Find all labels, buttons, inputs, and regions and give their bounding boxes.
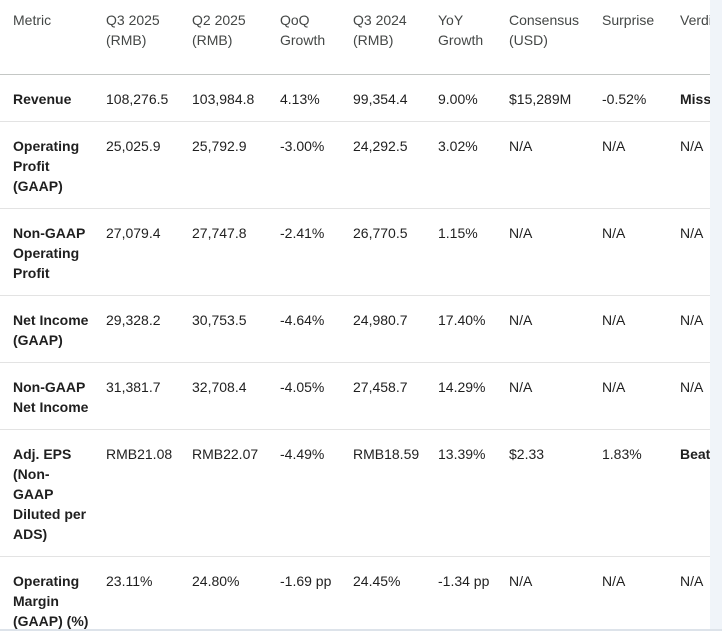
yoy-growth-cell: 9.00% xyxy=(438,91,478,107)
qoq-growth-cell: -2.41% xyxy=(280,225,325,241)
verdict-cell: N/A xyxy=(680,379,704,395)
q3-2025-cell: 31,381.7 xyxy=(106,379,161,395)
q3-2025-cell: 29,328.2 xyxy=(106,312,161,328)
qoq-growth-cell: -4.49% xyxy=(280,446,325,462)
column-header-q3-2025: Q3 2025 (RMB) xyxy=(106,12,160,48)
q2-2025-cell: 24.80% xyxy=(192,573,240,589)
q3-2025-cell: RMB21.08 xyxy=(106,446,173,462)
metric-cell: Non-GAAP Operating Profit xyxy=(13,225,86,281)
consensus-cell: N/A xyxy=(509,138,533,154)
q3-2024-cell: 99,354.4 xyxy=(353,91,408,107)
verdict-cell: N/A xyxy=(680,225,704,241)
table-bottom-edge xyxy=(0,629,722,631)
qoq-growth-cell: -1.69 pp xyxy=(280,573,332,589)
verdict-cell: N/A xyxy=(680,138,704,154)
column-header-yoy-growth: YoY Growth xyxy=(438,12,484,48)
q3-2024-cell: 26,770.5 xyxy=(353,225,408,241)
yoy-growth-cell: 3.02% xyxy=(438,138,478,154)
q3-2024-cell: 24,980.7 xyxy=(353,312,408,328)
horizontal-scroll-edge xyxy=(710,0,722,631)
q3-2024-cell: RMB18.59 xyxy=(353,446,420,462)
q2-2025-cell: 103,984.8 xyxy=(192,91,255,107)
column-header-consensus: Consensus (USD) xyxy=(509,12,580,48)
table-row: Adj. EPS (Non-GAAP Diluted per ADS) RMB2… xyxy=(0,430,722,557)
yoy-growth-cell: 14.29% xyxy=(438,379,486,395)
q2-2025-cell: RMB22.07 xyxy=(192,446,259,462)
column-header-metric: Metric xyxy=(13,12,52,28)
verdict-cell: Beat xyxy=(680,446,711,462)
table-row: Non-GAAP Operating Profit 27,079.4 27,74… xyxy=(0,209,722,296)
table-row: Revenue 108,276.5 103,984.8 4.13% 99,354… xyxy=(0,75,722,122)
q3-2025-cell: 25,025.9 xyxy=(106,138,161,154)
q3-2024-cell: 27,458.7 xyxy=(353,379,408,395)
q3-2025-cell: 23.11% xyxy=(106,573,153,589)
consensus-cell: N/A xyxy=(509,225,533,241)
q3-2025-cell: 108,276.5 xyxy=(106,91,169,107)
qoq-growth-cell: -4.05% xyxy=(280,379,325,395)
surprise-cell: 1.83% xyxy=(602,446,642,462)
consensus-cell: N/A xyxy=(509,312,533,328)
q2-2025-cell: 25,792.9 xyxy=(192,138,247,154)
verdict-cell: N/A xyxy=(680,573,704,589)
qoq-growth-cell: -4.64% xyxy=(280,312,325,328)
surprise-cell: N/A xyxy=(602,573,626,589)
metric-cell: Adj. EPS (Non-GAAP Diluted per ADS) xyxy=(13,446,87,542)
q2-2025-cell: 27,747.8 xyxy=(192,225,247,241)
q3-2025-cell: 27,079.4 xyxy=(106,225,161,241)
column-header-q3-2024: Q3 2024 (RMB) xyxy=(353,12,407,48)
verdict-cell: Miss xyxy=(680,91,712,107)
qoq-growth-cell: -3.00% xyxy=(280,138,325,154)
qoq-growth-cell: 4.13% xyxy=(280,91,320,107)
metric-cell: Non-GAAP Net Income xyxy=(13,379,89,415)
table-row: Net Income (GAAP) 29,328.2 30,753.5 -4.6… xyxy=(0,296,722,363)
q2-2025-cell: 30,753.5 xyxy=(192,312,247,328)
metric-cell: Operating Margin (GAAP) (%) xyxy=(13,573,89,629)
q3-2024-cell: 24,292.5 xyxy=(353,138,408,154)
table-header-row: Metric Q3 2025 (RMB) Q2 2025 (RMB) QoQ G… xyxy=(0,0,722,75)
consensus-cell: $2.33 xyxy=(509,446,545,462)
table-row: Operating Margin (GAAP) (%) 23.11% 24.80… xyxy=(0,557,722,631)
metric-cell: Revenue xyxy=(13,91,72,107)
yoy-growth-cell: 1.15% xyxy=(438,225,478,241)
metric-cell: Net Income (GAAP) xyxy=(13,312,89,348)
verdict-cell: N/A xyxy=(680,312,704,328)
surprise-cell: N/A xyxy=(602,225,626,241)
q2-2025-cell: 32,708.4 xyxy=(192,379,247,395)
yoy-growth-cell: -1.34 pp xyxy=(438,573,490,589)
column-header-q2-2025: Q2 2025 (RMB) xyxy=(192,12,246,48)
surprise-cell: -0.52% xyxy=(602,91,647,107)
table-row: Operating Profit (GAAP) 25,025.9 25,792.… xyxy=(0,122,722,209)
consensus-cell: N/A xyxy=(509,379,533,395)
column-header-surprise: Surprise xyxy=(602,12,655,28)
consensus-cell: N/A xyxy=(509,573,533,589)
surprise-cell: N/A xyxy=(602,312,626,328)
surprise-cell: N/A xyxy=(602,138,626,154)
metric-cell: Operating Profit (GAAP) xyxy=(13,138,80,194)
q3-2024-cell: 24.45% xyxy=(353,573,401,589)
consensus-cell: $15,289M xyxy=(509,91,572,107)
column-header-qoq-growth: QoQ Growth xyxy=(280,12,326,48)
yoy-growth-cell: 17.40% xyxy=(438,312,486,328)
table-row: Non-GAAP Net Income 31,381.7 32,708.4 -4… xyxy=(0,363,722,430)
yoy-growth-cell: 13.39% xyxy=(438,446,486,462)
surprise-cell: N/A xyxy=(602,379,626,395)
